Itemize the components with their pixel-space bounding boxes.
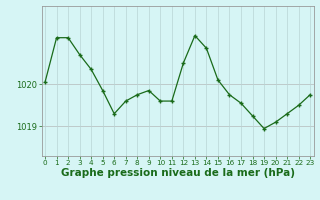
X-axis label: Graphe pression niveau de la mer (hPa): Graphe pression niveau de la mer (hPa) — [60, 168, 295, 178]
